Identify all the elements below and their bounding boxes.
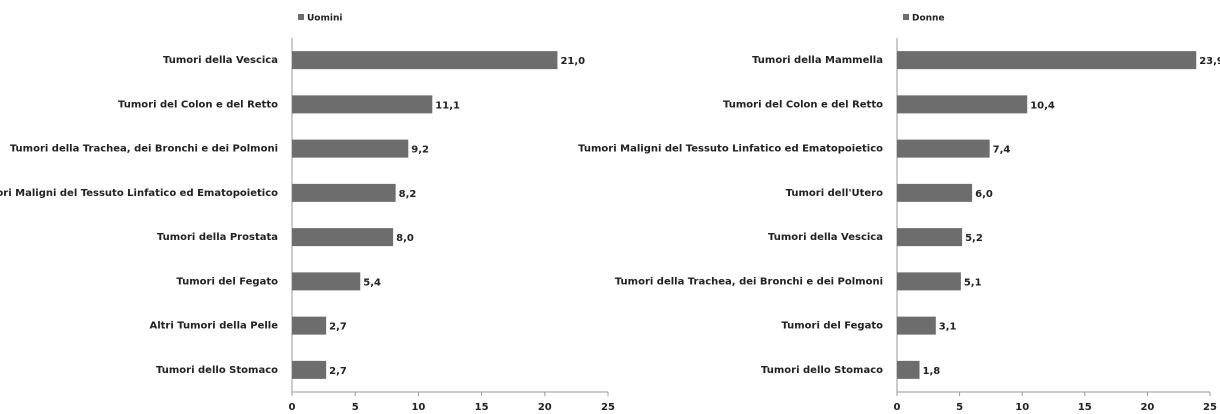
y-tick-label: Tumori della Trachea, dei Bronchi e dei …: [615, 276, 883, 287]
y-tick-label: Tumori della Trachea, dei Bronchi e dei …: [10, 144, 278, 155]
value-label: 8,2: [399, 189, 417, 200]
bar: [292, 139, 409, 158]
value-label: 1,8: [923, 366, 941, 377]
legend-label: Donne: [912, 14, 945, 24]
y-tick-label: Altri Tumori della Pelle: [149, 321, 278, 332]
value-label: 5,2: [965, 233, 983, 244]
x-tick-label: 15: [1078, 402, 1092, 413]
bar: [897, 139, 990, 158]
legend-swatch: [298, 14, 304, 20]
x-tick-label: 5: [352, 402, 359, 413]
x-tick-label: 20: [1140, 402, 1154, 413]
y-tick-label: Tumori del Colon e del Retto: [118, 99, 278, 110]
x-tick-label: 20: [538, 402, 552, 413]
legend-label: Uomini: [307, 14, 342, 24]
legend-swatch: [903, 14, 909, 20]
y-tick-label: Tumori Maligni del Tessuto Linfatico ed …: [0, 188, 278, 199]
value-label: 3,1: [939, 322, 957, 333]
value-label: 6,0: [975, 189, 993, 200]
bar: [292, 228, 394, 247]
value-label: 10,4: [1030, 100, 1055, 111]
bar: [292, 95, 433, 114]
bar: [292, 51, 558, 70]
value-label: 9,2: [411, 145, 429, 156]
y-tick-label: Tumori della Vescica: [768, 232, 883, 243]
x-tick-label: 25: [1203, 402, 1217, 413]
x-tick-label: 0: [894, 402, 901, 413]
bar: [897, 272, 961, 291]
value-label: 5,4: [363, 277, 381, 288]
x-tick-label: 10: [1015, 402, 1029, 413]
x-tick-label: 10: [411, 402, 425, 413]
value-label: 2,7: [329, 366, 347, 377]
bar: [897, 95, 1028, 114]
y-tick-label: Tumori dello Stomaco: [156, 365, 278, 376]
value-label: 23,9: [1199, 56, 1220, 67]
bar: [897, 51, 1197, 70]
bar: [292, 183, 396, 202]
y-tick-label: Tumori del Colon e del Retto: [723, 99, 883, 110]
y-tick-label: Tumori Maligni del Tessuto Linfatico ed …: [578, 144, 883, 155]
bar: [292, 316, 327, 335]
bar: [292, 360, 327, 379]
bar: [897, 183, 973, 202]
y-tick-label: Tumori della Vescica: [163, 55, 278, 66]
y-tick-label: Tumori dell'Utero: [786, 188, 883, 199]
x-tick-label: 5: [956, 402, 963, 413]
y-tick-label: Tumori del Fegato: [176, 276, 278, 287]
x-tick-label: 0: [289, 402, 296, 413]
bar: [897, 360, 920, 379]
y-tick-label: Tumori dello Stomaco: [761, 365, 883, 376]
y-tick-label: Tumori della Mammella: [752, 55, 883, 66]
value-label: 8,0: [396, 233, 414, 244]
x-tick-label: 15: [475, 402, 489, 413]
bar: [897, 316, 936, 335]
value-label: 2,7: [329, 322, 347, 333]
bar: [292, 272, 361, 291]
x-tick-label: 25: [601, 402, 615, 413]
value-label: 21,0: [560, 56, 585, 67]
value-label: 7,4: [993, 145, 1011, 156]
value-label: 5,1: [964, 277, 982, 288]
bar: [897, 228, 963, 247]
y-tick-label: Tumori del Fegato: [781, 321, 883, 332]
value-label: 11,1: [435, 100, 460, 111]
y-tick-label: Tumori della Prostata: [157, 232, 278, 243]
